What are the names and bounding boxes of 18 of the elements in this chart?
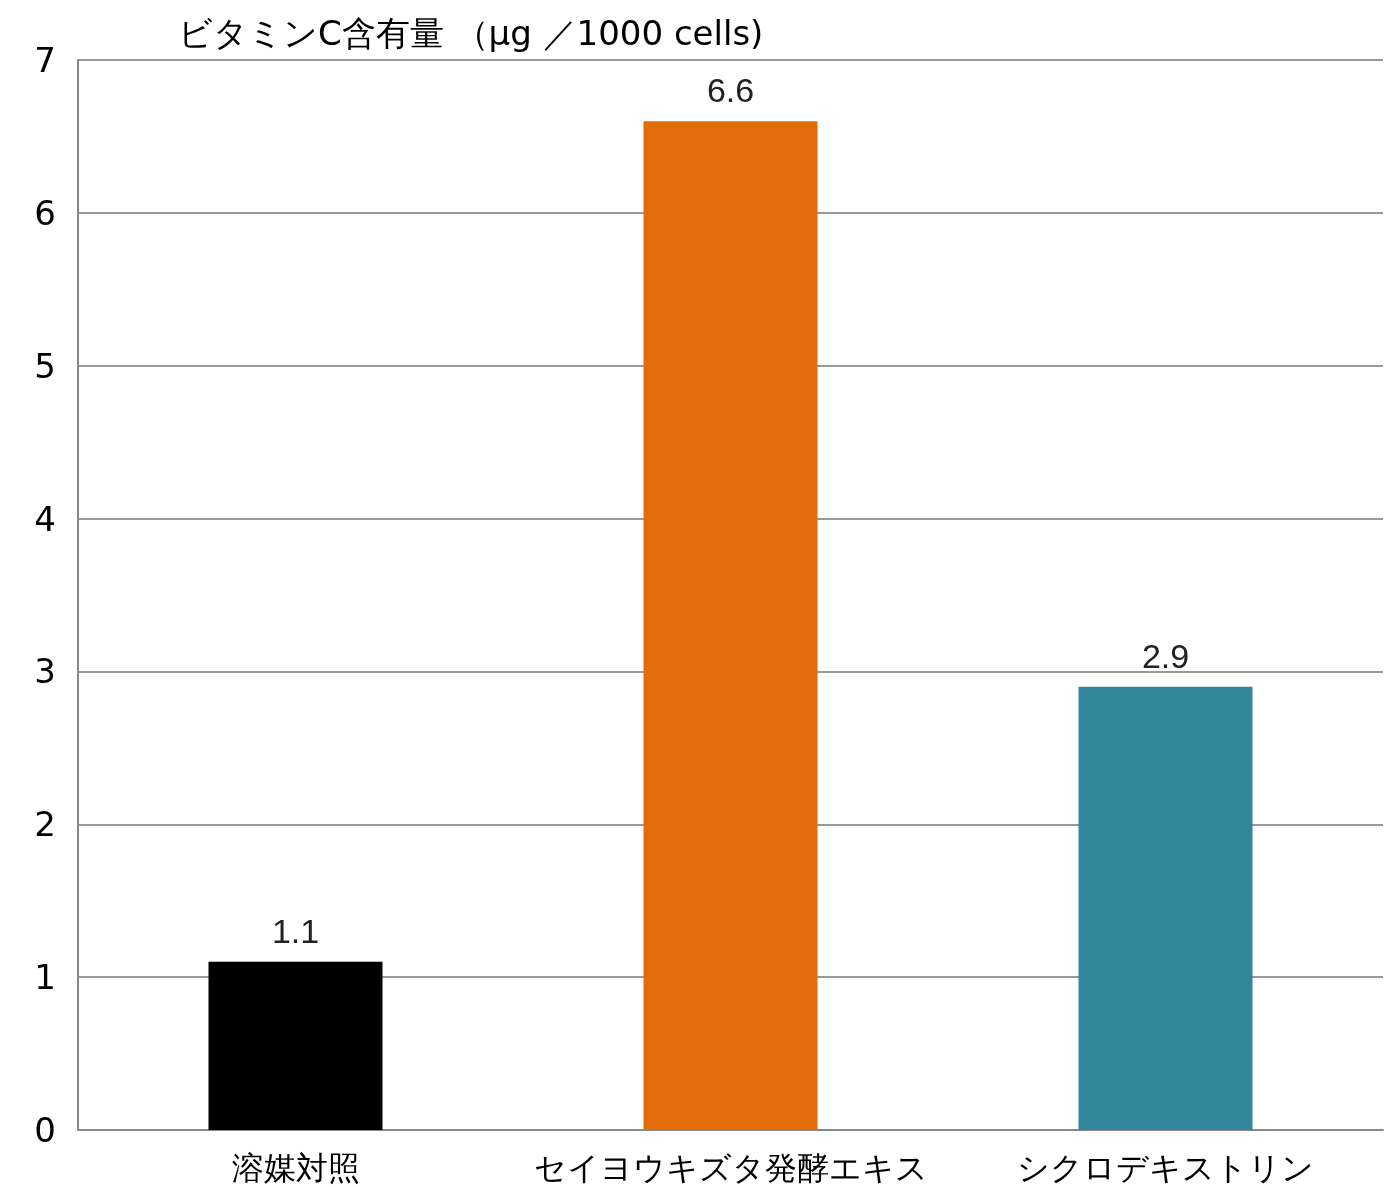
data-label: 6.6 xyxy=(706,71,755,110)
y-tick-label: 1 xyxy=(34,957,56,998)
y-tick-label: 0 xyxy=(34,1110,56,1150)
data-label: 2.9 xyxy=(1141,636,1190,675)
x-tick-label: 溶媒対照 xyxy=(231,1149,360,1187)
x-tick-label: セイヨウキズタ発酵エキス xyxy=(533,1149,928,1187)
y-tick-label: 7 xyxy=(34,40,56,80)
x-tick-label: シクロデキストリン xyxy=(1017,1149,1314,1187)
y-tick-label: 2 xyxy=(34,804,56,845)
y-tick-label: 6 xyxy=(34,192,56,233)
bar xyxy=(1078,686,1253,1130)
y-axis-title: ビタミンC含有量 （μg ／1000 cells) xyxy=(178,13,764,53)
y-tick-label: 5 xyxy=(34,345,56,386)
y-tick-label: 4 xyxy=(34,498,56,539)
bar xyxy=(643,121,818,1130)
bar xyxy=(208,961,383,1130)
y-tick-label: 3 xyxy=(34,651,56,692)
data-label: 1.1 xyxy=(271,911,320,950)
